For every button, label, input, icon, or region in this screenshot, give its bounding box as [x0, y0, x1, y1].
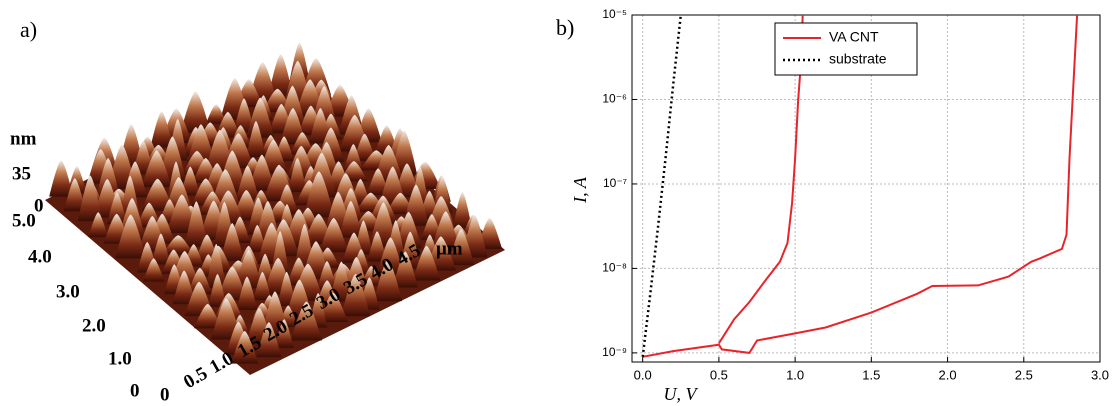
afm-peak: [162, 235, 194, 255]
afm-peak: [172, 270, 196, 305]
y-axis-label: I, A: [570, 176, 590, 204]
afm-peak: [151, 233, 171, 265]
afm-peak: [205, 104, 227, 124]
afm-surface: [49, 42, 503, 364]
z-tick: 0: [34, 195, 44, 216]
afm-peak: [88, 212, 109, 238]
y-tick: 2.0: [82, 315, 106, 336]
afm-peak: [316, 260, 338, 291]
series-line: [642, 14, 1079, 358]
afm-peak: [235, 165, 260, 202]
afm-peak: [277, 271, 296, 306]
afm-peak: [208, 273, 227, 307]
afm-peak: [339, 200, 363, 238]
afm-peak: [448, 228, 475, 266]
y-tick-label: 10⁻⁸: [602, 261, 627, 275]
y-tick: 4.0: [28, 246, 52, 267]
x-tick-label: 3.0: [1091, 367, 1109, 382]
x-tick: 0.5: [180, 363, 211, 393]
afm-peak: [256, 322, 282, 358]
x-tick-label: 2.0: [939, 367, 957, 382]
afm-peak: [233, 98, 255, 133]
afm-peak: [309, 108, 332, 144]
afm-peak: [115, 214, 147, 259]
afm-peak: [392, 251, 418, 288]
afm-peak: [248, 224, 267, 252]
afm-peak: [319, 217, 349, 253]
x-tick-label: 1.5: [862, 367, 880, 382]
afm-peak: [248, 154, 275, 191]
afm-peak: [290, 301, 323, 341]
y-tick: 5.0: [12, 210, 36, 231]
afm-peak: [150, 111, 174, 148]
series-line: [641, 14, 683, 357]
afm-peak: [184, 201, 208, 247]
afm-peak: [377, 237, 404, 275]
afm-peak: [180, 166, 200, 196]
x-tick: 0: [160, 384, 170, 405]
afm-peak: [373, 259, 403, 302]
y-tick: 0: [130, 380, 140, 401]
y-tick: 3.0: [56, 281, 80, 302]
afm-peak: [395, 211, 422, 249]
afm-peak: [63, 178, 86, 212]
afm-peak: [268, 54, 294, 97]
afm-peak: [290, 132, 315, 155]
x-axis-label: U, V: [664, 384, 699, 404]
legend-box: [774, 22, 918, 76]
y-tick-label: 10⁻⁷: [603, 176, 627, 190]
afm-peak: [220, 222, 244, 261]
legend-label: VA CNT: [829, 29, 879, 45]
afm-peak: [367, 231, 387, 262]
plot-frame: [631, 14, 1101, 363]
afm-panel: a) nm 35 0 5.0 4.0 3.0 2.0 1.0 0 00.51.0…: [10, 17, 505, 405]
afm-peak: [303, 171, 335, 218]
afm-peak: [452, 191, 472, 229]
y-tick: 1.0: [108, 348, 132, 369]
afm-peak: [187, 267, 212, 295]
afm-peak: [366, 168, 390, 196]
x-tick-label: 0.5: [710, 367, 728, 382]
afm-peak: [234, 249, 263, 289]
afm-peak: [107, 192, 127, 225]
afm-peak: [329, 261, 354, 302]
panel-label: b): [556, 15, 574, 40]
afm-peak: [246, 120, 266, 158]
afm-peak: [318, 292, 348, 323]
z-tick: 35: [12, 163, 31, 184]
afm-peak: [341, 273, 371, 317]
xy-unit: μm: [436, 238, 463, 259]
afm-peak: [142, 258, 165, 282]
afm-peak: [288, 157, 307, 193]
afm-peak: [95, 157, 121, 200]
afm-peak: [231, 330, 259, 364]
afm-peak: [217, 266, 248, 301]
afm-peak: [193, 303, 222, 329]
legend-label: substrate: [829, 51, 887, 67]
x-tick-label: 2.5: [1015, 367, 1033, 382]
iv-chart: b) I, A U, V 0.0 0.5 1.0 1.5 2.0 2.5 3.0 10⁻⁹ 10…: [556, 7, 1109, 404]
y-tick-label: 10⁻⁵: [602, 7, 627, 21]
afm-peak: [141, 178, 174, 211]
afm-peak: [353, 133, 376, 161]
afm-peak: [180, 91, 211, 133]
afm-peak: [211, 298, 242, 340]
afm-peak: [360, 265, 382, 286]
afm-peak: [77, 175, 103, 222]
x-tick-label: 0.0: [634, 367, 652, 382]
afm-peak: [274, 319, 294, 348]
afm-peak: [206, 243, 227, 288]
x-tick-label: 1.0: [786, 367, 804, 382]
z-unit: nm: [10, 128, 37, 149]
afm-peak: [253, 271, 272, 301]
afm-peak: [141, 150, 172, 187]
afm-peak: [236, 276, 258, 311]
y-tick-label: 10⁻⁶: [602, 92, 627, 106]
afm-peak: [343, 144, 364, 172]
afm-peak: [49, 160, 74, 197]
y-tick-label: 10⁻⁹: [602, 345, 627, 359]
afm-peak: [412, 245, 441, 281]
panel-label: a): [20, 17, 37, 42]
